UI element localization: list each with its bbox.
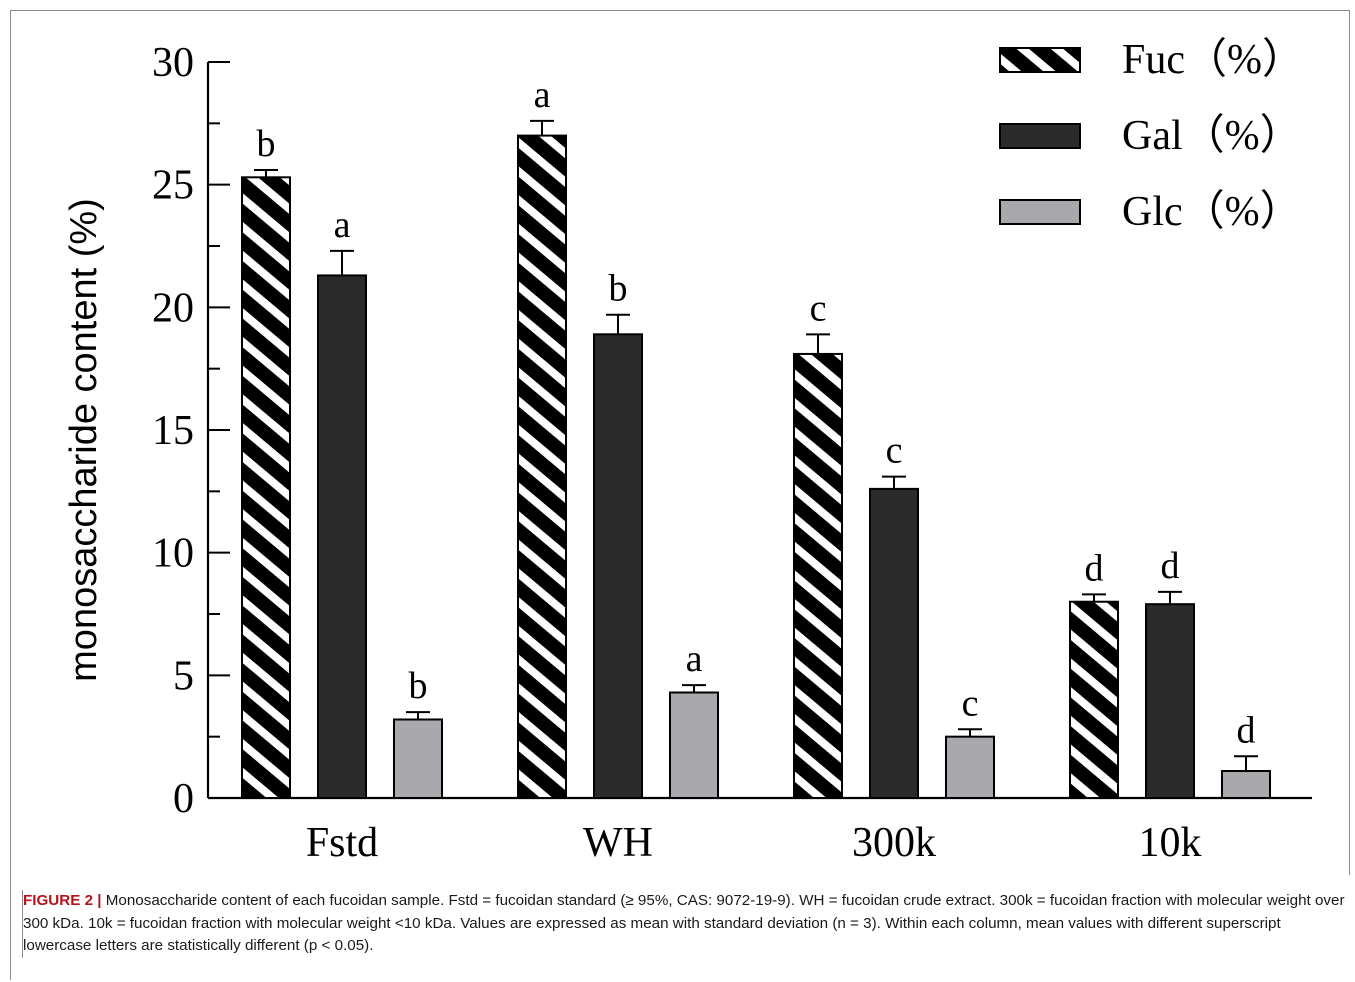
y-tick-label: 15	[152, 408, 194, 454]
legend-swatch	[999, 123, 1081, 149]
x-tick-label: Fstd	[306, 820, 378, 866]
caption-label: FIGURE 2 |	[23, 892, 102, 909]
figure-frame	[10, 10, 1350, 875]
bar-WH-0	[517, 134, 567, 800]
legend-label: Glc（%）	[1122, 189, 1302, 235]
y-tick-label: 5	[173, 653, 194, 699]
x-tick-label: 300k	[852, 820, 936, 866]
y-axis-label: monosaccharide content (%)	[63, 198, 105, 682]
bar-10k-0	[1069, 600, 1119, 799]
bar-300k-1	[869, 487, 919, 799]
y-tick-label: 0	[173, 776, 194, 822]
x-tick-label: WH	[583, 820, 653, 866]
bar-WH-2	[669, 691, 719, 799]
significance-letter: a	[334, 204, 351, 246]
significance-letter: b	[609, 268, 628, 310]
figure-caption: FIGURE 2 | Monosaccharide content of eac…	[22, 890, 1345, 958]
bar-Fstd-0	[241, 176, 291, 800]
significance-letter: c	[886, 430, 903, 472]
significance-letter: d	[1237, 709, 1256, 751]
bar-10k-1	[1145, 603, 1195, 799]
legend-swatch	[999, 47, 1081, 73]
legend: Fuc（%） Gal（%） Glc（%）	[999, 37, 1304, 235]
bar-300k-0	[793, 352, 843, 799]
legend-label: Fuc（%）	[1122, 37, 1304, 83]
y-tick-label: 10	[152, 531, 194, 577]
significance-letter: c	[962, 682, 979, 724]
significance-letter: b	[257, 123, 276, 165]
bar-300k-2	[945, 735, 995, 800]
bar-Fstd-2	[393, 718, 443, 800]
bar-chart: 0 5 10 15 20 25 30 monosaccharide content (%) Fs…	[63, 37, 1312, 866]
y-tick-label: 25	[152, 163, 194, 209]
bars: b a b a b a c c c d d d	[241, 74, 1271, 800]
caption-text: Monosaccharide content of each fucoidan …	[23, 892, 1345, 954]
y-tick-label: 30	[152, 40, 194, 86]
bar-WH-1	[593, 333, 643, 799]
significance-letter: b	[409, 665, 428, 707]
legend-label: Gal（%）	[1122, 113, 1302, 159]
axes: 0 5 10 15 20 25 30 monosaccharide content (%) Fs…	[63, 40, 1312, 866]
significance-letter: a	[534, 74, 551, 116]
significance-letter: c	[810, 287, 827, 329]
y-tick-label: 20	[152, 285, 194, 331]
significance-letter: d	[1161, 545, 1180, 587]
caption-border	[10, 875, 1350, 980]
legend-swatch	[999, 199, 1081, 225]
significance-letter: a	[686, 638, 703, 680]
bar-10k-2	[1221, 770, 1271, 799]
x-tick-label: 10k	[1139, 820, 1202, 866]
bar-Fstd-1	[317, 274, 367, 799]
significance-letter: d	[1085, 547, 1104, 589]
